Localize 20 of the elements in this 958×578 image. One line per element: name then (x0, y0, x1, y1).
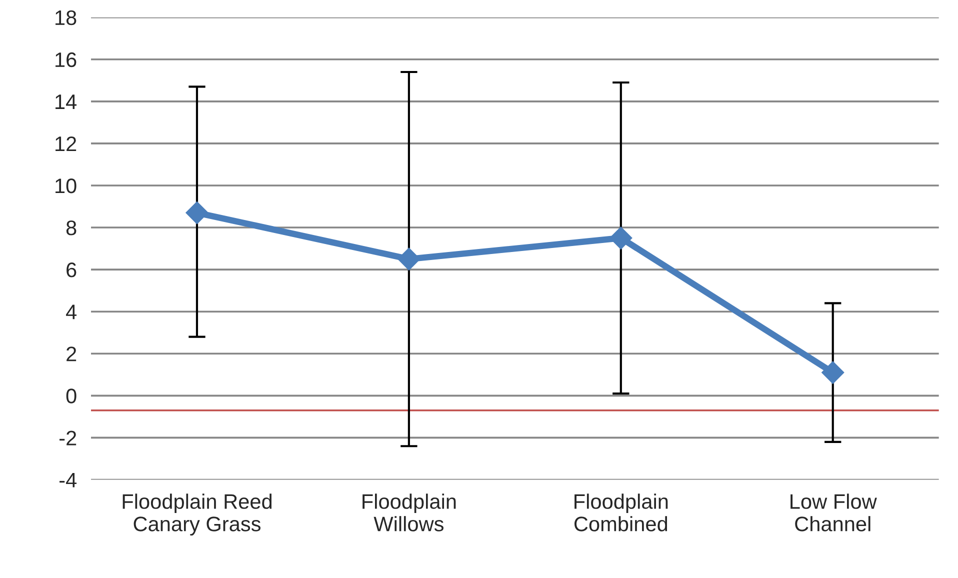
y-tick-label: 6 (66, 262, 76, 278)
point (186, 201, 208, 224)
y-tick-label: 8 (66, 220, 76, 236)
y-tick-label: -2 (60, 430, 76, 446)
y-tick-label: 18 (56, 10, 76, 26)
y-tick-label: 14 (56, 94, 77, 109)
y-tick-label: 10 (56, 178, 76, 194)
point (398, 248, 420, 270)
x-tick-label: Floodplain Reed Canary Grass (122, 494, 272, 536)
y-tick-label: 4 (66, 304, 77, 320)
y-tick-label: -4 (60, 472, 77, 488)
x-tick-label: Floodplain Willows (362, 494, 456, 532)
point (610, 226, 632, 250)
point (822, 361, 844, 384)
y-tick-label: 2 (66, 346, 76, 362)
y-tick-label: 12 (56, 136, 76, 151)
y-tick-label: 0 (66, 388, 76, 404)
x-tick-label: Floodplain Combined (574, 494, 668, 532)
y-tick-label: 16 (56, 52, 76, 68)
x-tick-label: Low Flow Channel (790, 494, 877, 532)
